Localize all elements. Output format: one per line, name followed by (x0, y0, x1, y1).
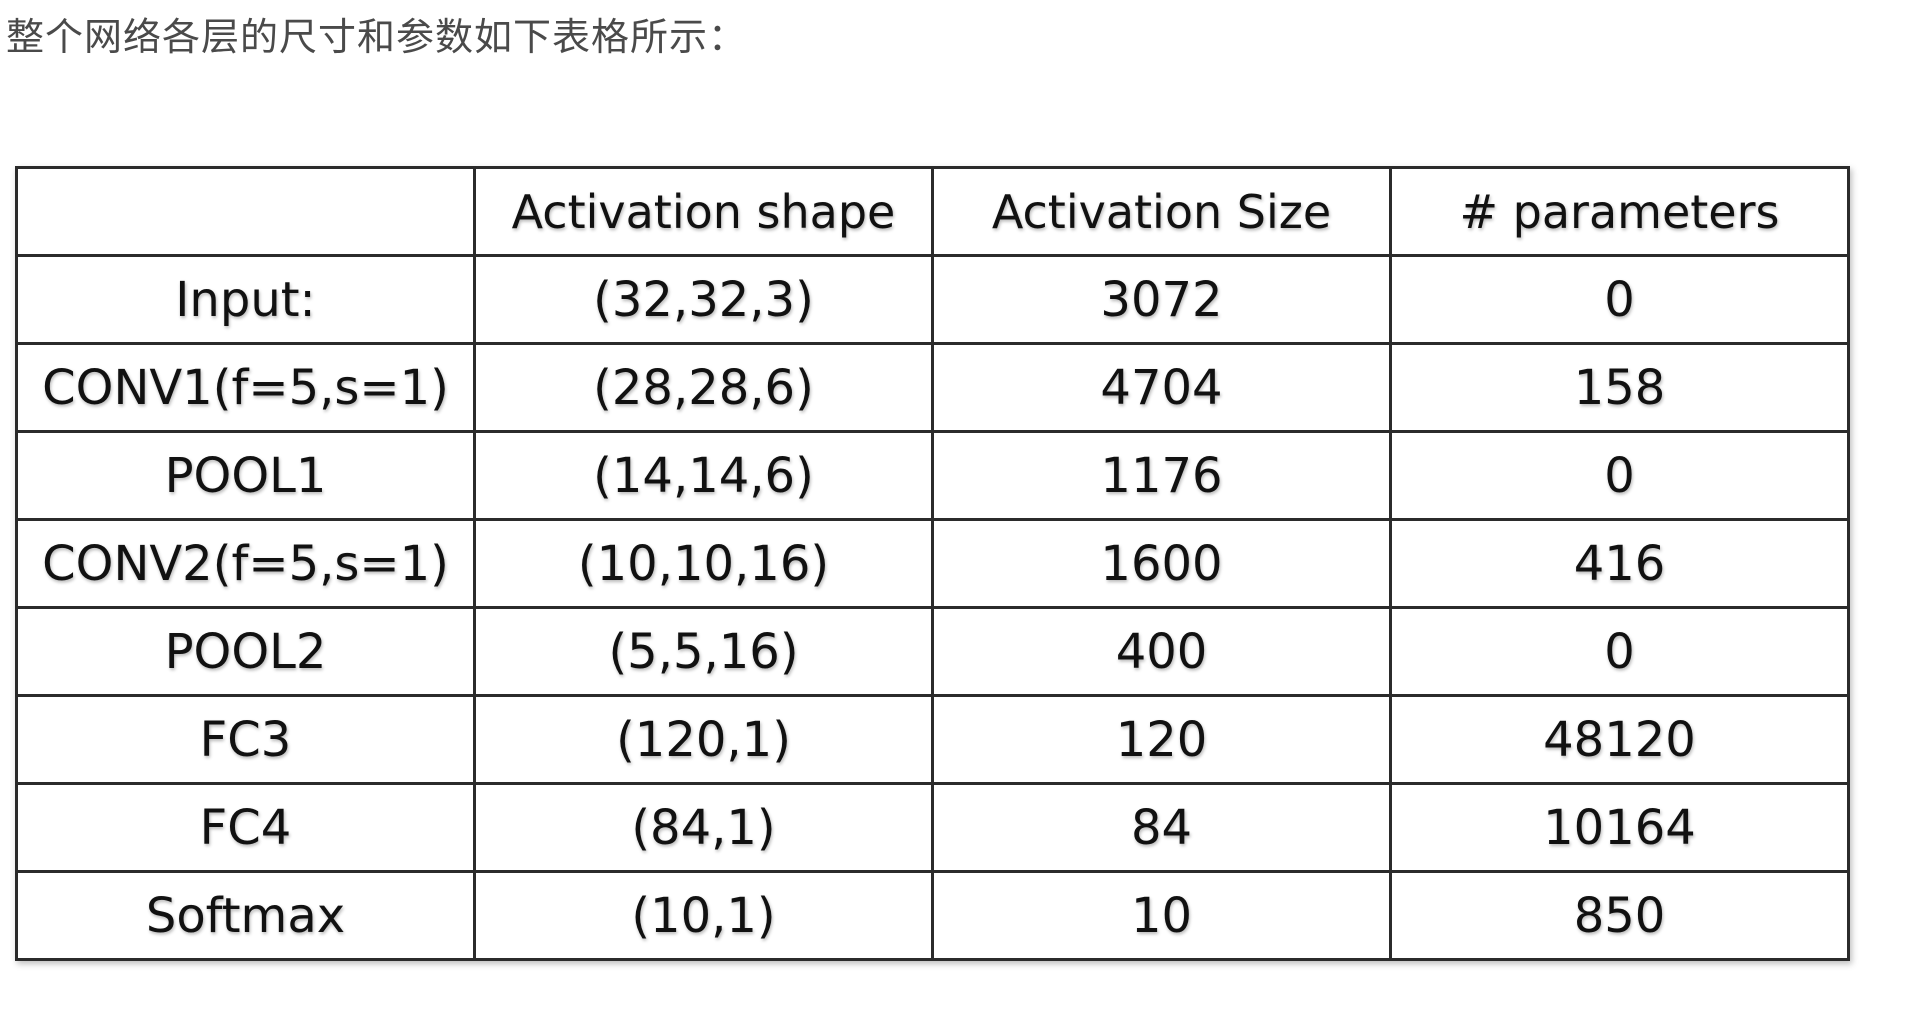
intro-text: 整个网络各层的尺寸和参数如下表格所示： (6, 15, 748, 59)
layer-table: Activation shape Activation Size # param… (15, 166, 1850, 961)
table-row: FC4 (84,1) 84 10164 (15, 782, 1850, 873)
header-activation-shape: Activation shape (473, 166, 934, 257)
activation-size-cell: 84 (931, 782, 1392, 873)
parameters-cell: 0 (1389, 430, 1850, 521)
layer-name-cell: FC3 (15, 694, 476, 785)
activation-shape-cell: (84,1) (473, 782, 934, 873)
parameters-cell: 0 (1389, 606, 1850, 697)
layer-table-container: Activation shape Activation Size # param… (15, 166, 1850, 961)
header-corner-cell (15, 166, 476, 257)
table-row: POOL1 (14,14,6) 1176 0 (15, 430, 1850, 521)
parameters-cell: 10164 (1389, 782, 1850, 873)
table-row: Softmax (10,1) 10 850 (15, 870, 1850, 961)
table-row: CONV1(f=5,s=1) (28,28,6) 4704 158 (15, 342, 1850, 433)
layer-name-cell: CONV1(f=5,s=1) (15, 342, 476, 433)
activation-size-cell: 1176 (931, 430, 1392, 521)
layer-name-cell: POOL1 (15, 430, 476, 521)
activation-shape-cell: (5,5,16) (473, 606, 934, 697)
activation-shape-cell: (14,14,6) (473, 430, 934, 521)
layer-name-cell: POOL2 (15, 606, 476, 697)
layer-name-cell: CONV2(f=5,s=1) (15, 518, 476, 609)
table-row: CONV2(f=5,s=1) (10,10,16) 1600 416 (15, 518, 1850, 609)
activation-size-cell: 1600 (931, 518, 1392, 609)
activation-size-cell: 4704 (931, 342, 1392, 433)
parameters-cell: 0 (1389, 254, 1850, 345)
table-row: POOL2 (5,5,16) 400 0 (15, 606, 1850, 697)
activation-size-cell: 120 (931, 694, 1392, 785)
header-activation-size: Activation Size (931, 166, 1392, 257)
activation-size-cell: 400 (931, 606, 1392, 697)
layer-name-cell: Softmax (15, 870, 476, 961)
header-parameters: # parameters (1389, 166, 1850, 257)
activation-shape-cell: (120,1) (473, 694, 934, 785)
activation-size-cell: 3072 (931, 254, 1392, 345)
parameters-cell: 158 (1389, 342, 1850, 433)
table-row: FC3 (120,1) 120 48120 (15, 694, 1850, 785)
table-header-row: Activation shape Activation Size # param… (15, 166, 1850, 257)
activation-shape-cell: (32,32,3) (473, 254, 934, 345)
activation-size-cell: 10 (931, 870, 1392, 961)
layer-name-cell: FC4 (15, 782, 476, 873)
activation-shape-cell: (10,1) (473, 870, 934, 961)
activation-shape-cell: (28,28,6) (473, 342, 934, 433)
parameters-cell: 850 (1389, 870, 1850, 961)
parameters-cell: 416 (1389, 518, 1850, 609)
activation-shape-cell: (10,10,16) (473, 518, 934, 609)
table-row: Input: (32,32,3) 3072 0 (15, 254, 1850, 345)
parameters-cell: 48120 (1389, 694, 1850, 785)
layer-name-cell: Input: (15, 254, 476, 345)
